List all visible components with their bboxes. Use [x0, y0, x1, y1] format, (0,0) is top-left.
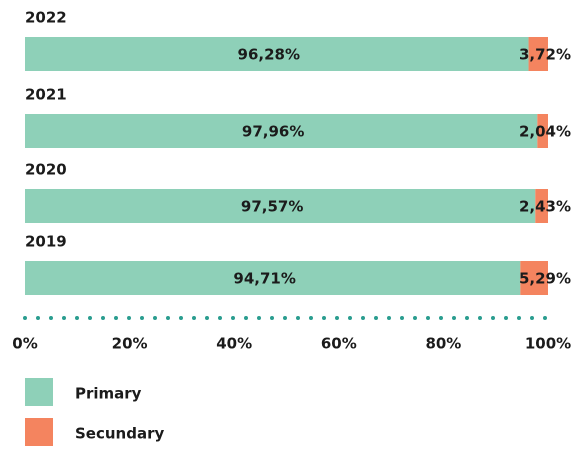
category-label: 2019	[25, 233, 67, 251]
bar-segment	[528, 37, 548, 71]
category-label: 2022	[25, 9, 67, 27]
legend-swatch	[25, 378, 53, 406]
data-label: 94,71%	[233, 270, 295, 288]
data-label: 3,72%	[519, 46, 571, 64]
bar-segment	[25, 37, 529, 71]
bar-segment	[25, 189, 536, 223]
legend-swatch	[25, 418, 53, 446]
bar-segment	[25, 261, 521, 295]
bar-segment	[535, 189, 548, 223]
bar-segment	[520, 261, 548, 295]
data-label: 5,29%	[519, 270, 571, 288]
data-label: 97,96%	[242, 123, 304, 141]
data-label: 97,57%	[241, 198, 303, 216]
x-tick-label: 0%	[12, 335, 37, 353]
data-label: 96,28%	[238, 46, 300, 64]
category-label: 2020	[25, 161, 67, 179]
x-tick-label: 20%	[112, 335, 148, 353]
data-label: 2,43%	[519, 198, 571, 216]
legend-label: Secundary	[75, 425, 164, 443]
bar-segment	[25, 114, 538, 148]
x-tick-label: 40%	[216, 335, 252, 353]
legend-label: Primary	[75, 385, 142, 403]
bar-segment	[537, 114, 548, 148]
x-tick-label: 100%	[525, 335, 571, 353]
x-tick-label: 80%	[425, 335, 461, 353]
category-label: 2021	[25, 86, 67, 104]
x-tick-label: 60%	[321, 335, 357, 353]
data-label: 2,04%	[519, 123, 571, 141]
